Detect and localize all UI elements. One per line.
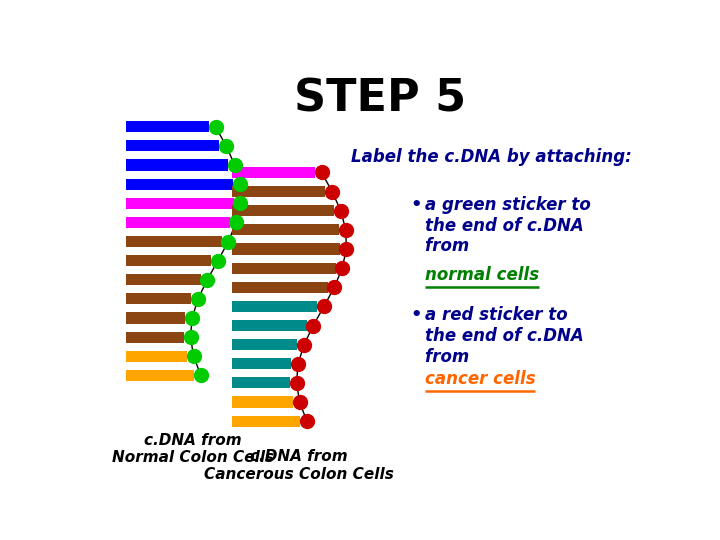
Bar: [233, 282, 328, 293]
Point: [192, 295, 204, 303]
Point: [340, 226, 351, 234]
Bar: [233, 167, 315, 178]
Bar: [126, 217, 230, 228]
Bar: [233, 377, 290, 388]
Text: Label the c.DNA by attaching:: Label the c.DNA by attaching:: [351, 148, 632, 166]
Text: •: •: [411, 196, 423, 214]
Text: a red sticker to
the end of c.DNA
from: a red sticker to the end of c.DNA from: [425, 306, 583, 366]
Bar: [233, 339, 297, 350]
Bar: [126, 313, 185, 323]
Bar: [233, 416, 300, 427]
Point: [294, 397, 305, 406]
Text: normal cells: normal cells: [425, 266, 539, 285]
Bar: [126, 370, 194, 381]
Point: [234, 180, 246, 188]
Bar: [126, 179, 233, 190]
Bar: [126, 293, 192, 305]
Point: [316, 168, 328, 177]
Point: [195, 371, 207, 380]
Point: [202, 275, 213, 284]
Bar: [126, 274, 200, 285]
Bar: [233, 320, 307, 331]
Text: c.DNA from
Cancerous Colon Cells: c.DNA from Cancerous Colon Cells: [204, 449, 394, 482]
Point: [341, 245, 352, 253]
Bar: [233, 186, 325, 197]
Point: [298, 340, 310, 349]
Bar: [233, 262, 336, 274]
Text: c.DNA from
Normal Colon Cells: c.DNA from Normal Colon Cells: [112, 433, 274, 465]
Bar: [126, 332, 184, 343]
Text: •: •: [411, 306, 423, 324]
Bar: [233, 224, 339, 235]
Point: [328, 283, 340, 292]
Point: [212, 256, 224, 265]
Bar: [126, 140, 220, 151]
Bar: [126, 121, 209, 132]
Point: [326, 187, 338, 196]
Point: [291, 379, 302, 387]
Bar: [233, 301, 318, 312]
Bar: [126, 198, 233, 209]
Text: cancer cells: cancer cells: [425, 370, 536, 388]
Bar: [233, 396, 293, 408]
Point: [222, 237, 234, 246]
Point: [235, 199, 246, 207]
Point: [185, 333, 197, 341]
Point: [210, 123, 221, 131]
Point: [301, 417, 312, 426]
Point: [186, 314, 198, 322]
Point: [230, 218, 242, 227]
Bar: [233, 205, 334, 217]
Bar: [126, 236, 222, 247]
Point: [188, 352, 199, 361]
Point: [335, 206, 346, 215]
Bar: [233, 358, 292, 369]
Point: [307, 321, 319, 330]
Point: [336, 264, 348, 273]
Bar: [126, 351, 187, 362]
Text: a green sticker to
the end of c.DNA
from: a green sticker to the end of c.DNA from: [425, 196, 590, 255]
Point: [229, 161, 240, 170]
Bar: [126, 255, 211, 266]
Bar: [233, 244, 340, 254]
Point: [220, 141, 232, 150]
Text: STEP 5: STEP 5: [294, 77, 467, 120]
Point: [292, 360, 304, 368]
Bar: [126, 159, 228, 171]
Point: [318, 302, 330, 310]
